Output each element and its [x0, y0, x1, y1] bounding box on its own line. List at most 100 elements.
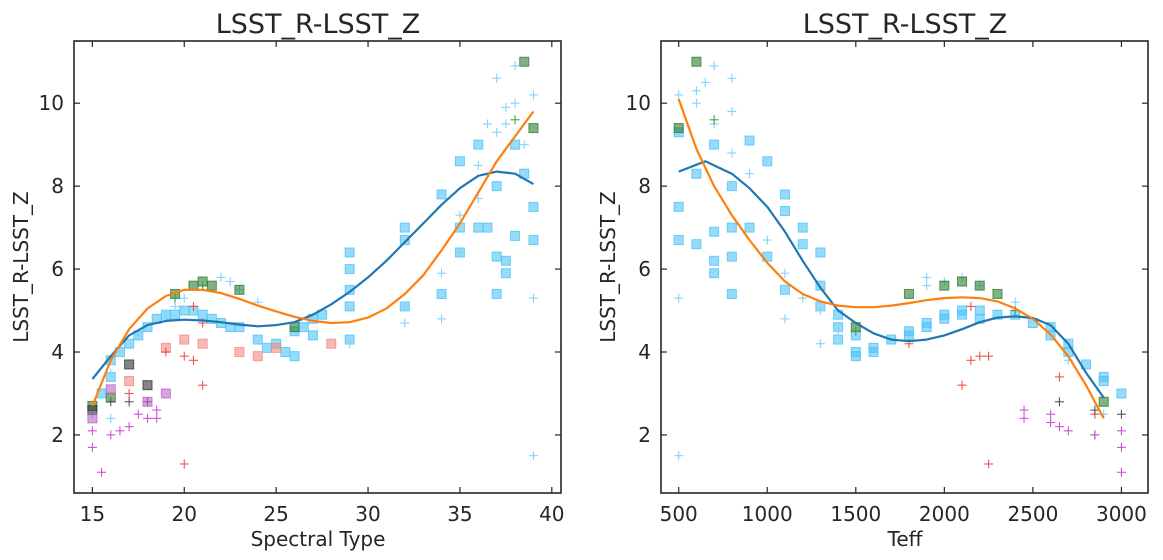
right-fit-line-orange: [677, 98, 1105, 419]
left-square-point: [289, 351, 300, 362]
left-plus-point: [188, 355, 198, 365]
right-square-point: [850, 351, 861, 362]
left-plus-point: [510, 61, 520, 71]
right-plus-point: [984, 459, 994, 469]
left-square-point: [261, 342, 272, 353]
left-plus-point: [198, 380, 208, 390]
left-plus-point: [87, 442, 97, 452]
left-square-point: [179, 334, 190, 345]
left-square-point: [124, 338, 135, 349]
left-square-point: [491, 288, 502, 299]
left-square-point: [271, 342, 282, 353]
left-plus-point: [400, 318, 410, 328]
left-square-point: [510, 139, 521, 150]
left-x-tick-label: 30: [355, 502, 380, 526]
right-square-point: [992, 309, 1003, 320]
left-square-point: [528, 123, 539, 134]
left-square-point: [344, 264, 355, 275]
right-plus-point: [1054, 422, 1064, 432]
right-plus-point: [1116, 409, 1126, 419]
left-y-tick-label: 4: [51, 340, 64, 364]
right-x-tick-label: 1000: [742, 502, 793, 526]
right-plus-point: [1054, 372, 1064, 382]
left-y-tick-label: 2: [51, 423, 64, 447]
left-plus-point: [106, 430, 116, 440]
right-plus-point: [1116, 442, 1126, 452]
left-plus-point: [161, 310, 171, 320]
right-square-point: [709, 226, 720, 237]
left-plus-point: [473, 160, 483, 170]
left-plus-point: [482, 119, 492, 129]
left-fit-line-blue: [91, 170, 534, 380]
left-plus-point: [170, 293, 180, 303]
right-x-axis-label: Teff: [887, 527, 924, 551]
left-square-point: [491, 181, 502, 192]
right-square-point: [673, 235, 684, 246]
right-square-point: [762, 156, 773, 167]
left-plus-point: [152, 405, 162, 415]
right-square-point: [1116, 388, 1127, 399]
right-y-axis-label: LSST_R-LSST_Z: [596, 191, 620, 343]
left-chart-title: LSST_R-LSST_Z: [216, 9, 421, 40]
right-y-tick-label: 2: [638, 423, 651, 447]
right-plus-point: [674, 90, 684, 100]
right-square-point: [957, 309, 968, 320]
right-plus-point: [1010, 297, 1020, 307]
left-plus-point: [106, 397, 116, 407]
left-square-point: [124, 359, 135, 370]
left-square-point: [528, 201, 539, 212]
left-plus-point: [124, 397, 134, 407]
left-square-point: [454, 156, 465, 167]
right-plus-point: [1054, 397, 1064, 407]
left-plus-point: [501, 102, 511, 112]
left-plus-point: [179, 351, 189, 361]
left-square-point: [436, 189, 447, 200]
left-square-point: [344, 247, 355, 258]
left-x-tick-label: 20: [172, 502, 197, 526]
left-square-point: [124, 376, 135, 387]
left-plus-point: [106, 368, 116, 378]
right-plus-point: [966, 355, 976, 365]
right-plus-point: [745, 169, 755, 179]
left-square-point: [307, 330, 318, 341]
right-plot-frame: [660, 40, 1149, 494]
left-square-point: [105, 384, 116, 395]
right-y-tick-label: 10: [626, 91, 651, 115]
left-plus-point: [528, 293, 538, 303]
left-square-point: [519, 56, 530, 67]
left-plus-point: [188, 301, 198, 311]
right-y-tick-label: 8: [638, 174, 651, 198]
left-x-axis-label: Spectral Type: [251, 527, 386, 551]
right-square-point: [992, 288, 1003, 299]
left-square-point: [87, 413, 98, 424]
right-plus-point: [780, 268, 790, 278]
left-square-point: [399, 222, 410, 233]
left-plus-point: [124, 422, 134, 432]
right-square-point: [833, 334, 844, 345]
left-plus-point: [455, 210, 465, 220]
left-square-point: [326, 338, 337, 349]
right-plus-point: [762, 235, 772, 245]
right-square-point: [673, 201, 684, 212]
left-x-tick-label: 40: [539, 502, 564, 526]
left-plus-point: [501, 119, 511, 129]
right-plus-point: [1019, 405, 1029, 415]
left-square-point: [252, 351, 263, 362]
right-square-point: [921, 322, 932, 333]
right-square-point: [903, 330, 914, 341]
left-square-point: [179, 305, 190, 316]
right-square-point: [797, 239, 808, 250]
left-x-tick-label: 25: [263, 502, 288, 526]
right-plus-point: [1063, 426, 1073, 436]
right-plus-point: [1116, 426, 1126, 436]
left-plus-point: [106, 413, 116, 423]
left-plus-point: [124, 388, 134, 398]
left-square-point: [170, 309, 181, 320]
right-plus-point: [1046, 418, 1056, 428]
left-square-point: [510, 230, 521, 241]
right-square-point: [726, 251, 737, 262]
right-chart-panel: LSST_R-LSST_Z 500 1000 1500 2000 2500 3000 2 4 6…: [596, 9, 1149, 551]
right-plus-point: [709, 61, 719, 71]
right-square-point: [726, 222, 737, 233]
left-plus-point: [179, 459, 189, 469]
